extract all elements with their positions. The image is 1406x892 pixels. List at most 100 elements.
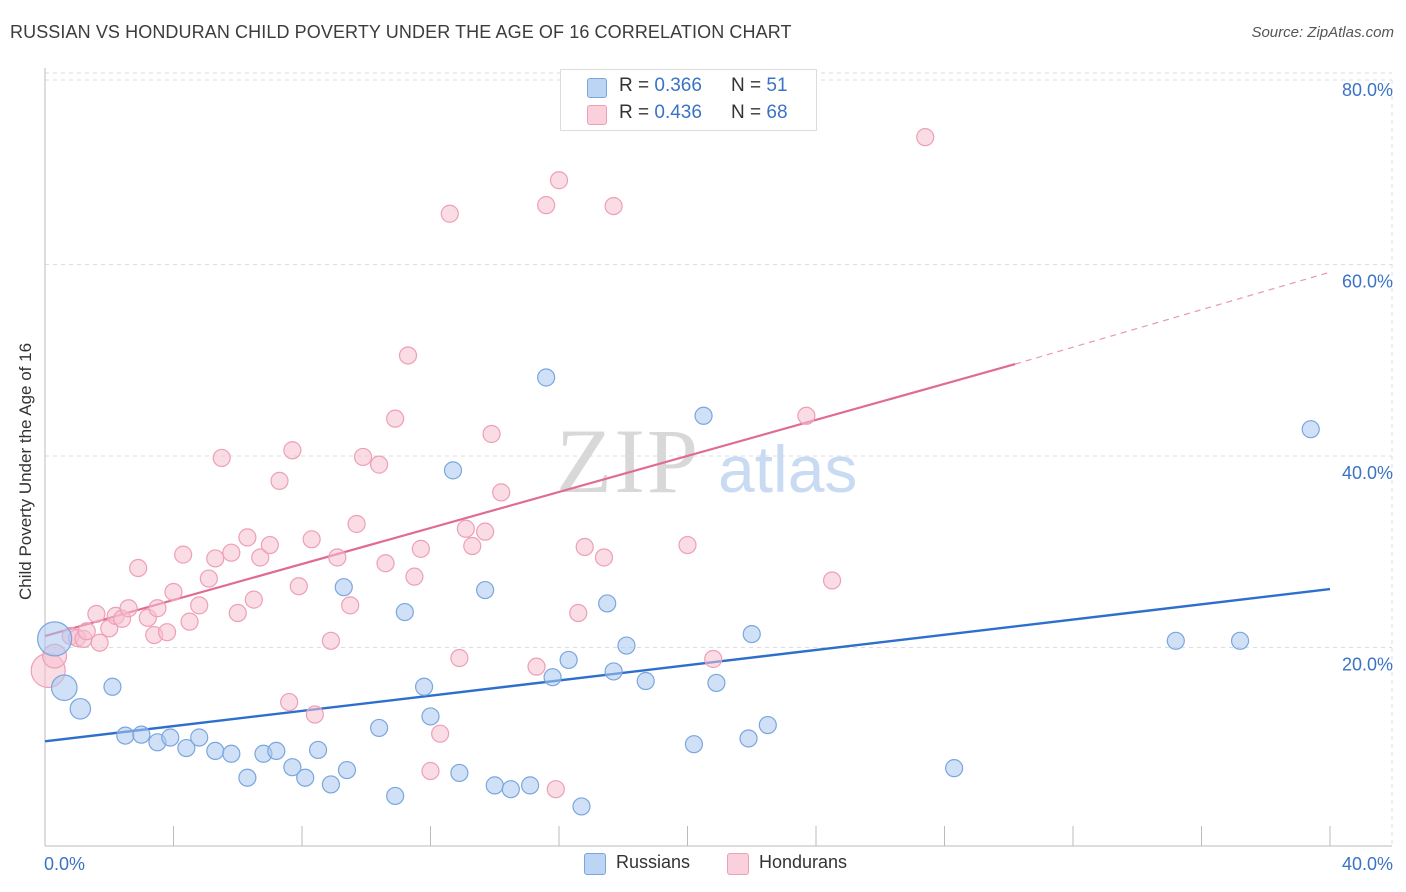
russian-point xyxy=(520,776,540,795)
russian-point xyxy=(443,461,463,480)
russian-point xyxy=(501,780,520,799)
russian-point xyxy=(308,740,328,760)
russian-point xyxy=(370,718,389,738)
honduran-point xyxy=(341,596,360,615)
russians-points xyxy=(37,368,1320,816)
honduran-point xyxy=(569,603,588,623)
russian-point xyxy=(283,758,302,777)
honduran-point xyxy=(386,409,405,428)
honduran-point xyxy=(537,196,556,215)
russian-point xyxy=(337,760,357,780)
russian-point xyxy=(421,707,440,726)
honduran-point xyxy=(431,724,450,743)
tick-labels: 0.0% 40.0% 20.0% 40.0% 60.0% 80.0% xyxy=(44,80,1393,874)
honduran-point xyxy=(421,761,440,781)
honduran-point xyxy=(405,567,424,586)
honduran-point xyxy=(440,204,459,223)
watermark: ZIP atlas xyxy=(556,410,857,512)
russian-point xyxy=(636,671,655,691)
honduran-point xyxy=(546,780,565,799)
honduran-point xyxy=(305,705,324,724)
russian-point xyxy=(395,602,414,622)
russian-point xyxy=(537,368,556,387)
honduran-point xyxy=(157,623,177,642)
honduran-point xyxy=(704,649,723,669)
russian-point xyxy=(50,674,78,702)
honduran-point xyxy=(376,554,395,573)
honduran-point xyxy=(398,346,418,365)
russian-point xyxy=(69,697,92,720)
hondurans-swatch xyxy=(587,105,607,125)
russian-point xyxy=(177,738,196,758)
honduran-point xyxy=(797,406,816,425)
hondurans-trend-extension xyxy=(1015,271,1331,365)
honduran-point xyxy=(87,604,106,624)
honduran-point xyxy=(370,455,389,474)
honduran-point xyxy=(77,622,96,641)
honduran-point xyxy=(450,648,469,668)
russians-legend-swatch xyxy=(584,853,606,875)
honduran-point xyxy=(180,612,199,631)
russian-point xyxy=(321,775,341,794)
hondurans-points xyxy=(30,128,935,799)
honduran-point xyxy=(270,471,289,490)
honduran-point xyxy=(594,548,614,567)
russian-point xyxy=(161,728,180,747)
y-tick-label: 80.0% xyxy=(1342,80,1393,100)
russian-point xyxy=(559,650,578,670)
russian-point xyxy=(414,677,434,696)
russian-point xyxy=(222,744,241,763)
russian-point xyxy=(617,636,636,655)
legend-row-hondurans: R = 0.436 N = 68 xyxy=(561,102,816,128)
honduran-point xyxy=(678,535,697,555)
russian-point xyxy=(598,594,617,613)
honduran-point xyxy=(482,424,501,444)
honduran-point xyxy=(283,441,302,460)
watermark-atlas: atlas xyxy=(718,432,857,506)
russian-point xyxy=(238,768,257,787)
honduran-point xyxy=(129,558,148,578)
honduran-point xyxy=(228,603,247,623)
russian-point xyxy=(543,668,562,687)
honduran-point xyxy=(199,569,218,588)
russian-point xyxy=(945,759,964,778)
russian-point xyxy=(386,786,405,806)
source-credit: Source: ZipAtlas.com xyxy=(1251,24,1394,41)
honduran-point xyxy=(260,535,279,555)
honduran-point xyxy=(190,596,209,615)
honduran-point xyxy=(164,582,183,602)
watermark-zip: ZIP xyxy=(556,410,700,512)
honduran-point xyxy=(476,522,495,541)
honduran-point xyxy=(206,549,225,568)
honduran-point xyxy=(527,657,546,676)
x-tick-label-max: 40.0% xyxy=(1342,854,1393,874)
honduran-point xyxy=(222,543,241,562)
y-axis-label: Child Poverty Under the Age of 16 xyxy=(16,342,35,600)
russian-point xyxy=(604,662,623,681)
russian-point xyxy=(739,729,758,748)
russian-point xyxy=(1301,420,1320,439)
honduran-point xyxy=(90,633,109,652)
russians-swatch xyxy=(587,78,607,98)
honduran-point xyxy=(575,537,594,557)
russian-point xyxy=(758,715,777,735)
russian-point xyxy=(1166,631,1185,650)
russians-trend-line xyxy=(44,587,1331,743)
russian-point xyxy=(476,580,495,600)
russian-point xyxy=(116,726,135,745)
russian-point xyxy=(132,725,151,744)
y-tick-label: 40.0% xyxy=(1342,463,1393,483)
russians-r-value: 0.366 xyxy=(654,75,702,96)
honduran-point xyxy=(492,483,511,502)
honduran-point xyxy=(604,196,623,216)
russian-point xyxy=(684,735,704,754)
honduran-point xyxy=(822,571,842,590)
legend-row-russians: R = 0.366 N = 51 xyxy=(561,75,816,101)
y-tick-label: 20.0% xyxy=(1342,655,1393,675)
honduran-point xyxy=(302,530,321,549)
honduran-point xyxy=(456,519,475,538)
russian-point xyxy=(334,578,353,597)
hondurans-n: N = 68 xyxy=(731,102,788,123)
russian-point xyxy=(485,776,504,795)
